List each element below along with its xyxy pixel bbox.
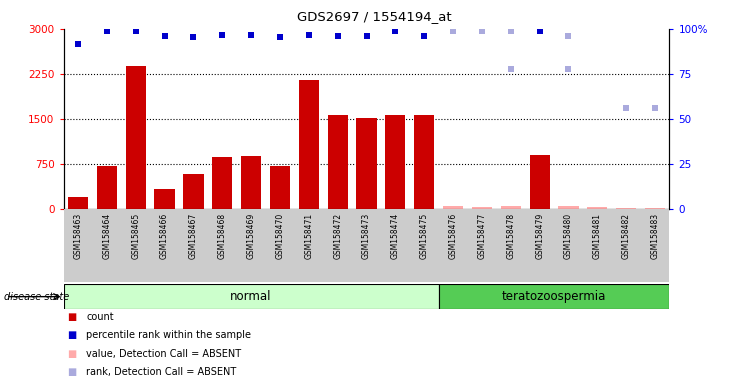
Point [649,105,661,111]
Text: GSM158480: GSM158480 [564,213,573,259]
Text: GSM158472: GSM158472 [333,213,342,259]
Text: ■: ■ [67,367,76,377]
Point [533,28,545,34]
Text: GSM158477: GSM158477 [477,213,486,259]
Bar [414,116,435,209]
Bar [150,209,179,282]
Bar [525,209,554,282]
Bar [64,284,438,309]
Bar [64,209,93,282]
Text: count: count [86,312,114,322]
Bar [270,166,290,209]
Text: teratozoospermia: teratozoospermia [502,290,606,303]
Text: GSM158471: GSM158471 [304,213,313,259]
Bar [241,156,261,209]
Bar [645,208,665,209]
Bar [640,209,669,282]
Bar [295,209,323,282]
Text: GSM158468: GSM158468 [218,213,227,259]
Text: GSM158474: GSM158474 [391,213,400,259]
Bar [179,209,208,282]
Bar [356,118,376,209]
Bar [438,284,669,309]
Bar [236,209,266,282]
Bar [93,209,121,282]
Text: percentile rank within the sample: percentile rank within the sample [86,330,251,340]
Point [620,105,632,111]
Text: GSM158476: GSM158476 [449,213,458,259]
Text: GSM158483: GSM158483 [651,213,660,259]
Text: GSM158475: GSM158475 [420,213,429,259]
Bar [352,209,381,282]
Text: GSM158465: GSM158465 [131,213,140,259]
Text: ■: ■ [67,349,76,359]
Bar [126,66,146,209]
Text: normal: normal [230,290,272,303]
Text: value, Detection Call = ABSENT: value, Detection Call = ABSENT [86,349,241,359]
Bar [266,209,295,282]
Point [505,28,517,34]
Point [159,33,171,39]
Point [101,28,113,34]
Text: disease state: disease state [4,291,69,302]
Bar [385,116,405,209]
Bar [183,174,203,209]
Bar [328,116,348,209]
Text: GSM158478: GSM158478 [506,213,515,259]
Point [216,32,228,38]
Text: GSM158470: GSM158470 [275,213,284,259]
Bar [212,157,233,209]
Bar [554,209,583,282]
Bar [208,209,236,282]
Point [390,28,402,34]
Point [505,65,517,71]
Bar [530,155,550,209]
Point [129,28,141,34]
Text: rank, Detection Call = ABSENT: rank, Detection Call = ABSENT [86,367,236,377]
Bar [616,208,637,209]
Text: GSM158469: GSM158469 [247,213,256,259]
Text: GSM158464: GSM158464 [102,213,111,259]
Bar [96,166,117,209]
Point [361,33,373,39]
Point [476,28,488,34]
Point [331,33,343,39]
Text: GSM158466: GSM158466 [160,213,169,259]
Point [447,28,459,34]
Text: GSM158479: GSM158479 [535,213,544,259]
Bar [443,206,463,209]
Bar [558,206,578,209]
Text: GSM158463: GSM158463 [73,213,82,259]
Text: GDS2697 / 1554194_at: GDS2697 / 1554194_at [297,10,451,23]
Bar [154,189,174,209]
Bar [500,206,521,209]
Text: GSM158481: GSM158481 [593,213,602,259]
Text: GSM158482: GSM158482 [622,213,631,259]
Text: GSM158467: GSM158467 [189,213,198,259]
Bar [438,209,468,282]
Bar [410,209,438,282]
Bar [68,197,88,209]
Bar [472,207,492,209]
Text: GSM158473: GSM158473 [362,213,371,259]
Bar [323,209,352,282]
Bar [587,207,607,209]
Point [274,33,286,40]
Bar [298,80,319,209]
Bar [121,209,150,282]
Text: ■: ■ [67,330,76,340]
Bar [497,209,525,282]
Bar [612,209,640,282]
Point [562,65,574,71]
Point [245,32,257,38]
Point [72,41,84,47]
Bar [583,209,612,282]
Point [188,33,200,40]
Point [303,32,315,38]
Bar [381,209,410,282]
Bar [468,209,497,282]
Text: ■: ■ [67,312,76,322]
Point [418,33,430,39]
Point [562,33,574,39]
